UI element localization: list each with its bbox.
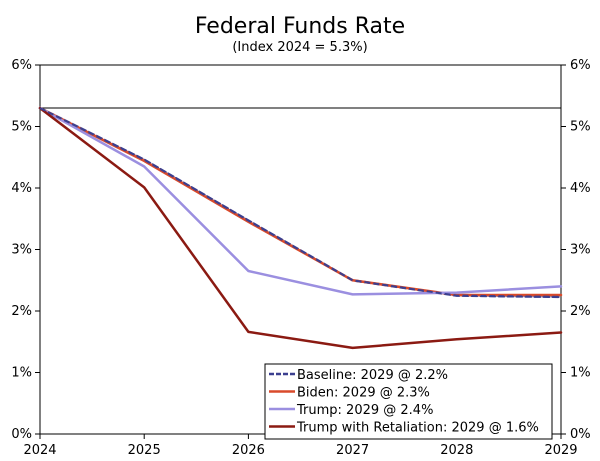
y-tick-label-left: 3% xyxy=(11,243,32,258)
series-line-1 xyxy=(38,106,563,299)
y-tick-label-right: 5% xyxy=(570,120,591,135)
y-tick-label-right: 4% xyxy=(570,181,591,196)
y-tick-label-right: 6% xyxy=(570,58,591,73)
x-tick-label: 2025 xyxy=(128,443,161,458)
y-tick-label-left: 5% xyxy=(11,120,32,135)
chart-subtitle: (Index 2024 = 5.3%) xyxy=(232,40,368,55)
chart-title: Federal Funds Rate xyxy=(194,14,406,39)
legend-label-4: Trump with Retaliation: 2029 @ 1.6% xyxy=(296,421,539,436)
y-tick-label-right: 0% xyxy=(570,427,591,442)
y-tick-label-left: 6% xyxy=(11,58,32,73)
legend-label-2: Biden: 2029 @ 2.3% xyxy=(297,386,430,401)
series-line-3 xyxy=(38,106,563,296)
legend-box xyxy=(264,363,553,440)
y-tick-label-right: 1% xyxy=(570,366,591,381)
legend-label-1: Baseline: 2029 @ 2.2% xyxy=(297,368,448,383)
series-line-1-overlay xyxy=(39,107,562,298)
y-tick-label-left: 1% xyxy=(11,366,32,381)
series-line-4 xyxy=(38,106,563,350)
x-tick-label: 2027 xyxy=(336,443,369,458)
y-tick-label-left: 0% xyxy=(11,427,32,442)
x-tick-label: 2024 xyxy=(23,443,56,458)
y-tick-label-right: 3% xyxy=(570,243,591,258)
y-tick-label-right: 2% xyxy=(570,304,591,319)
x-tick-label: 2028 xyxy=(440,443,473,458)
y-tick-label-left: 4% xyxy=(11,181,32,196)
x-tick-label: 2029 xyxy=(544,443,577,458)
series-line-2 xyxy=(38,106,563,297)
legend-label-3: Trump: 2029 @ 2.4% xyxy=(296,403,433,418)
y-tick-label-left: 2% xyxy=(11,304,32,319)
x-tick-label: 2026 xyxy=(232,443,265,458)
